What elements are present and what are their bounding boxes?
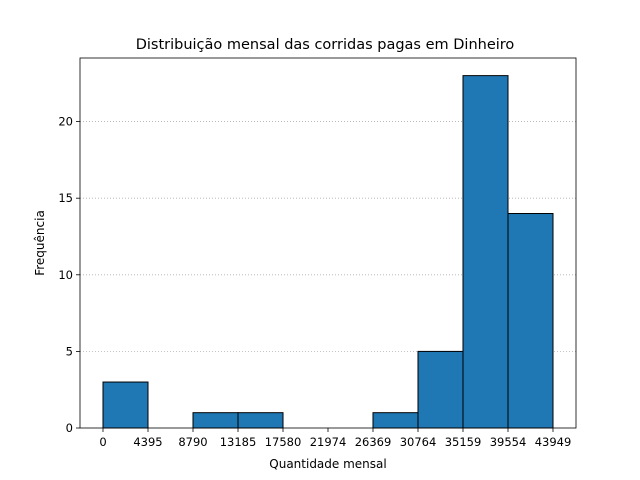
y-axis-ticks: 0 5 10 15 20	[58, 115, 80, 435]
x-tick-label: 0	[99, 435, 106, 449]
x-tick-label: 21974	[310, 435, 347, 449]
x-tick-label: 39554	[490, 435, 527, 449]
histogram-bar	[462, 75, 509, 429]
x-tick-label: 26369	[355, 435, 392, 449]
x-tick-label: 13185	[220, 435, 257, 449]
x-tick-label: 8790	[178, 435, 207, 449]
chart-title: Distribuição mensal das corridas pagas e…	[136, 37, 515, 53]
y-tick-label: 15	[58, 191, 73, 205]
x-axis-ticks: 0 4395 8790 13185 17580 21974 26369 30764 35159 3…	[99, 428, 571, 449]
x-tick-label: 30764	[400, 435, 437, 449]
x-tick-label: 43949	[535, 435, 572, 449]
histogram-bar	[102, 381, 149, 429]
histogram-bar	[192, 412, 239, 429]
histogram-bar	[237, 412, 284, 429]
y-tick-label: 0	[66, 421, 73, 435]
x-axis-label: Quantidade mensal	[269, 457, 386, 471]
x-tick-label: 17580	[265, 435, 302, 449]
bar-layer	[102, 75, 554, 429]
y-tick-label: 10	[58, 268, 73, 282]
histogram-bar	[507, 213, 554, 429]
x-tick-label: 35159	[445, 435, 482, 449]
histogram-bar	[372, 412, 419, 429]
x-tick-label: 4395	[133, 435, 162, 449]
histogram-bar	[417, 350, 464, 429]
y-tick-label: 20	[58, 115, 73, 129]
y-axis-label: Frequência	[33, 210, 47, 276]
y-tick-label: 5	[66, 344, 73, 358]
